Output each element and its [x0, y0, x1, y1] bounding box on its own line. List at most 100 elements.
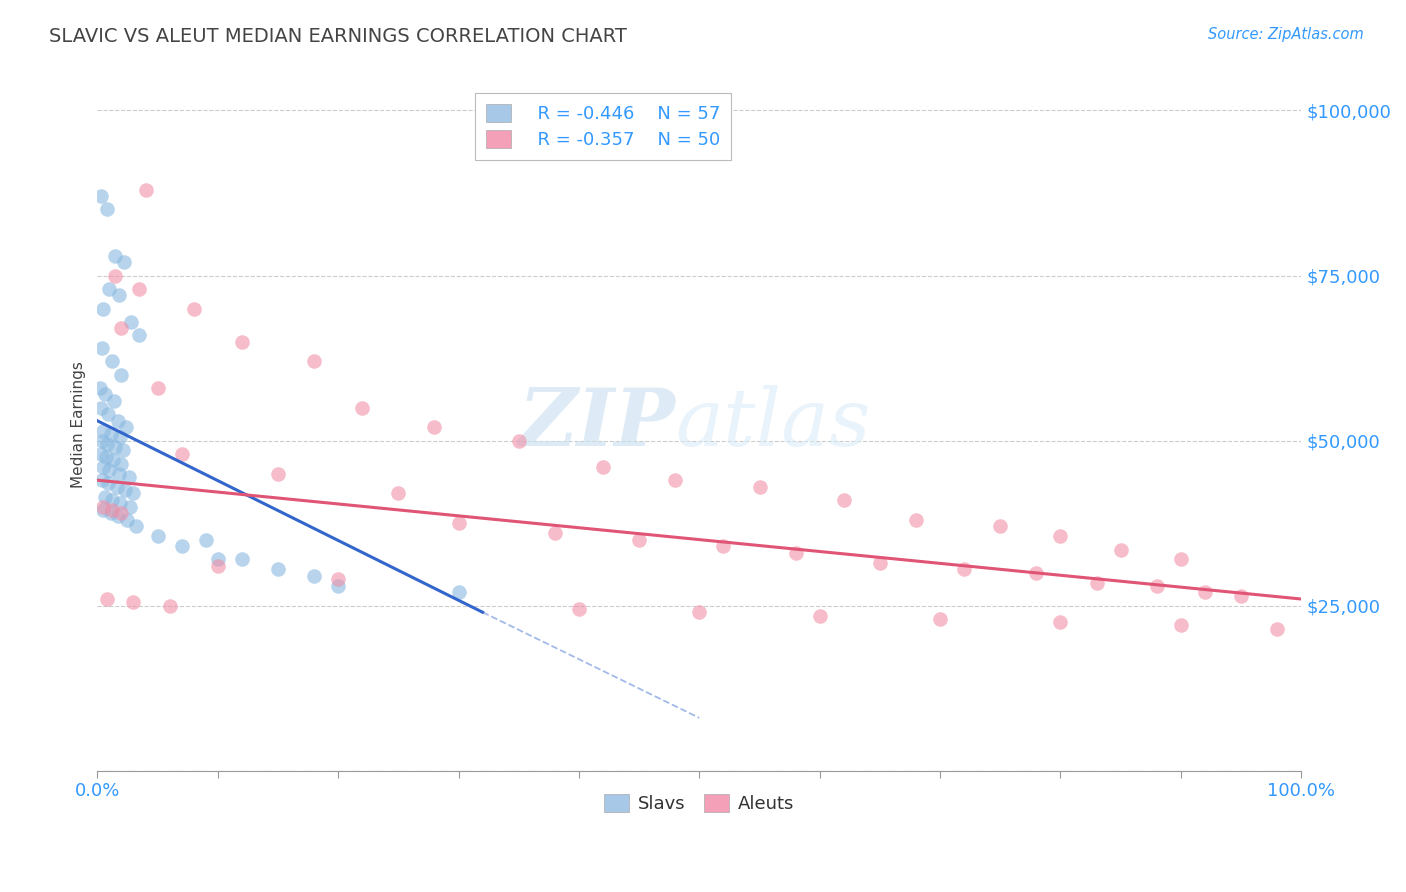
Point — [808, 608, 831, 623]
Point — [93, 387, 115, 401]
Y-axis label: Median Earnings: Median Earnings — [72, 360, 86, 488]
Point — [326, 579, 349, 593]
Point — [115, 420, 138, 434]
Point — [387, 486, 409, 500]
Point — [1230, 589, 1253, 603]
Point — [183, 301, 205, 316]
Point — [194, 533, 217, 547]
Point — [128, 327, 150, 342]
Text: ZIP: ZIP — [519, 385, 675, 463]
Point — [146, 529, 169, 543]
Point — [231, 334, 253, 349]
Point — [125, 519, 148, 533]
Point — [785, 546, 807, 560]
Point — [96, 202, 118, 217]
Point — [1085, 575, 1108, 590]
Point — [128, 282, 150, 296]
Point — [108, 467, 131, 481]
Point — [267, 467, 290, 481]
Point — [447, 516, 470, 530]
Point — [267, 562, 290, 576]
Point — [97, 476, 120, 491]
Point — [134, 183, 156, 197]
Legend: Slavs, Aleuts: Slavs, Aleuts — [593, 783, 806, 824]
Point — [568, 602, 591, 616]
Point — [89, 381, 111, 395]
Point — [101, 503, 124, 517]
Point — [91, 473, 114, 487]
Point — [104, 249, 127, 263]
Point — [112, 255, 135, 269]
Point — [101, 493, 124, 508]
Point — [326, 572, 349, 586]
Text: SLAVIC VS ALEUT MEDIAN EARNINGS CORRELATION CHART: SLAVIC VS ALEUT MEDIAN EARNINGS CORRELAT… — [49, 27, 627, 45]
Point — [302, 569, 325, 583]
Point — [110, 506, 132, 520]
Point — [1109, 542, 1132, 557]
Point — [93, 460, 115, 475]
Point — [110, 430, 132, 444]
Point — [592, 460, 614, 475]
Point — [159, 599, 181, 613]
Point — [93, 490, 115, 504]
Point — [447, 585, 470, 599]
Point — [423, 420, 446, 434]
Point — [170, 447, 193, 461]
Point — [988, 519, 1011, 533]
Point — [110, 368, 132, 382]
Point — [508, 434, 530, 448]
Point — [110, 321, 132, 335]
Point — [100, 427, 122, 442]
Point — [93, 424, 115, 438]
Point — [118, 470, 141, 484]
Point — [90, 189, 112, 203]
Point — [104, 268, 127, 283]
Point — [90, 401, 112, 415]
Point — [100, 506, 122, 520]
Text: atlas: atlas — [675, 385, 870, 463]
Point — [146, 381, 169, 395]
Point — [93, 500, 115, 514]
Point — [688, 605, 710, 619]
Point — [1265, 622, 1288, 636]
Point — [118, 500, 141, 514]
Point — [628, 533, 651, 547]
Point — [91, 434, 114, 448]
Point — [105, 480, 128, 494]
Point — [104, 440, 127, 454]
Point — [1170, 552, 1192, 566]
Point — [869, 556, 891, 570]
Point — [664, 473, 686, 487]
Point — [98, 282, 121, 296]
Point — [929, 612, 952, 626]
Text: Source: ZipAtlas.com: Source: ZipAtlas.com — [1208, 27, 1364, 42]
Point — [122, 595, 145, 609]
Point — [1146, 579, 1168, 593]
Point — [905, 513, 928, 527]
Point — [107, 509, 129, 524]
Point — [93, 301, 115, 316]
Point — [110, 496, 132, 510]
Point — [1049, 529, 1071, 543]
Point — [1025, 566, 1047, 580]
Point — [832, 493, 855, 508]
Point — [96, 437, 118, 451]
Point — [108, 288, 131, 302]
Point — [117, 513, 139, 527]
Point — [101, 453, 124, 467]
Point — [91, 341, 114, 355]
Point — [94, 450, 117, 464]
Point — [93, 503, 115, 517]
Point — [748, 480, 770, 494]
Point — [107, 414, 129, 428]
Point — [101, 354, 124, 368]
Point — [1194, 585, 1216, 599]
Point — [207, 552, 229, 566]
Point — [120, 315, 142, 329]
Point — [207, 559, 229, 574]
Point — [110, 457, 132, 471]
Point — [231, 552, 253, 566]
Point — [96, 592, 118, 607]
Point — [111, 443, 134, 458]
Point — [170, 539, 193, 553]
